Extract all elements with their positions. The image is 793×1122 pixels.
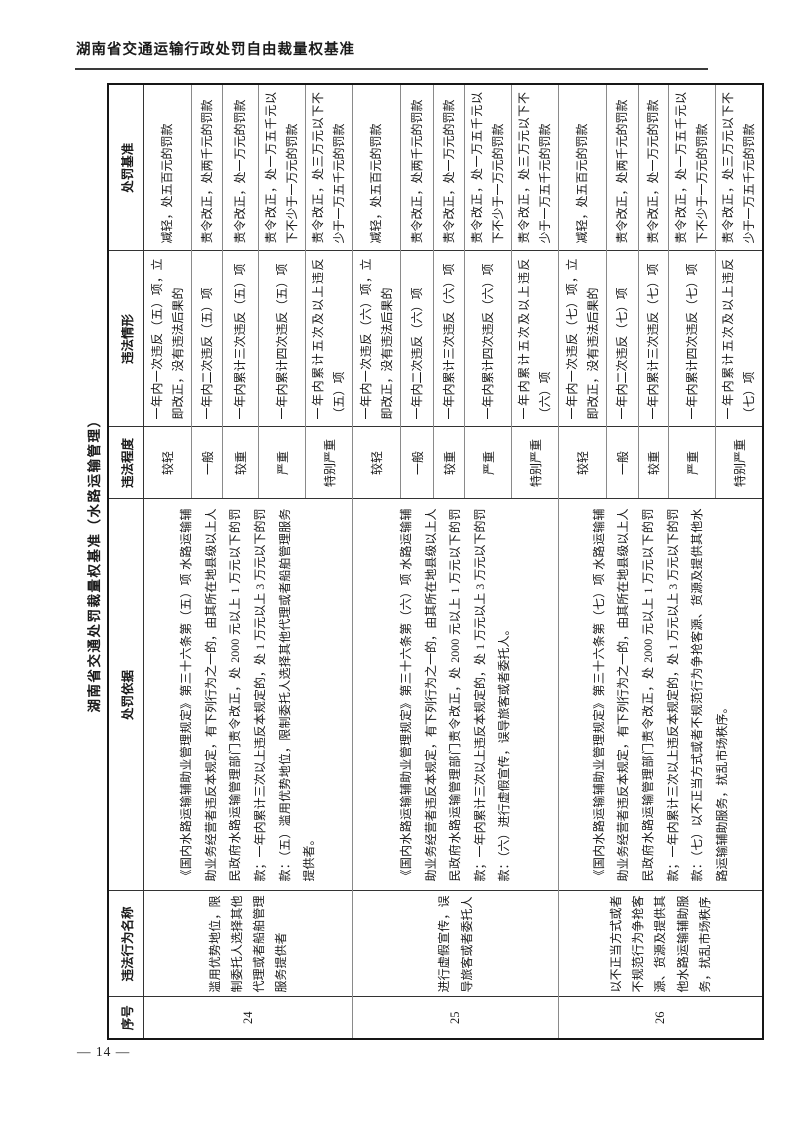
column-header-0: 序号 bbox=[108, 997, 144, 1039]
rotated-table-area: 湖南省交通处罚裁量权基准（水路运输管理） 序号 违法行为名称 处罚依据 违法程度 违法情… bbox=[85, 83, 764, 1040]
cell-violation-degree: 较轻 bbox=[558, 427, 607, 499]
cell-seq-number: 26 bbox=[558, 997, 763, 1039]
cell-violation-degree: 较重 bbox=[433, 427, 465, 499]
cell-violation-degree: 特别严重 bbox=[511, 427, 559, 499]
cell-seq-number: 25 bbox=[352, 997, 559, 1039]
cell-violation-circumstance: 一年内累计三次违反（六）项 bbox=[433, 251, 465, 427]
cell-violation-degree: 较重 bbox=[638, 427, 669, 499]
table-header-row: 序号 违法行为名称 处罚依据 违法程度 违法情形 处罚基准 bbox=[108, 84, 144, 1039]
cell-violation-circumstance: 一年内二次违反（六）项 bbox=[400, 251, 434, 427]
cell-violation-degree: 一般 bbox=[606, 427, 639, 499]
penalty-standards-table: 序号 违法行为名称 处罚依据 违法程度 违法情形 处罚基准 24 滥用优势地位，限制委托人选… bbox=[107, 83, 764, 1040]
cell-penalty-standard: 减轻，处五百元的罚款 bbox=[352, 84, 401, 251]
header-rule bbox=[75, 68, 708, 70]
cell-penalty-standard: 责令改正，处三万元以下不少于一万五千元的罚款 bbox=[305, 84, 353, 251]
cell-penalty-standard: 责令改正，处两千元的罚款 bbox=[400, 84, 434, 251]
cell-violation-degree: 严重 bbox=[258, 427, 306, 499]
cell-violation-circumstance: 一年内累计三次违反（五）项 bbox=[222, 251, 259, 427]
cell-violation-circumstance: 一年内累计四次违反（六）项 bbox=[464, 251, 512, 427]
cell-violation-circumstance: 一年内一次违反（七）项，立即改正，没有违法后果的 bbox=[558, 251, 607, 427]
cell-violation-degree: 较轻 bbox=[352, 427, 401, 499]
cell-violation-degree: 一般 bbox=[191, 427, 223, 499]
cell-penalty-standard: 责令改正，处一万元的罚款 bbox=[433, 84, 465, 251]
cell-violation-circumstance: 一年内累计五次及以上违反（七）项 bbox=[715, 251, 763, 427]
cell-penalty-standard: 责令改正，处一万五千元以下不少于一万元的罚款 bbox=[668, 84, 716, 251]
cell-penalty-standard: 责令改正，处一万五千元以下不少于一万元的罚款 bbox=[258, 84, 306, 251]
cell-violation-degree: 特别严重 bbox=[715, 427, 763, 499]
cell-penalty-standard: 责令改正，处一万五千元以下不少于一万元的罚款 bbox=[464, 84, 512, 251]
table-row: 26 以不正当方式或者不规范行为争抢客源、货源及提供其他水路运输辅助服务，扰乱市场… bbox=[558, 84, 763, 1039]
cell-violation-degree: 严重 bbox=[668, 427, 716, 499]
column-header-5: 处罚基准 bbox=[108, 84, 144, 251]
cell-penalty-standard: 责令改正，处两千元的罚款 bbox=[606, 84, 639, 251]
cell-violation-circumstance: 一年内累计五次及以上违反（六）项 bbox=[511, 251, 559, 427]
cell-violation-circumstance: 一年内一次违反（六）项，立即改正，没有违法后果的 bbox=[352, 251, 401, 427]
cell-penalty-standard: 责令改正，处两千元的罚款 bbox=[191, 84, 223, 251]
cell-violation-circumstance: 一年内累计五次及以上违反（五）项 bbox=[305, 251, 353, 427]
cell-penalty-basis: 《国内水路运输辅助业管理规定》第三十六条第（六）项 水路运输辅助业务经营者违反本… bbox=[352, 499, 559, 891]
column-header-3: 违法程度 bbox=[108, 427, 144, 499]
table-row: 24 滥用优势地位，限制委托人选择其他代理或者船舶管理服务提供者 《国内水路运输辅助… bbox=[143, 84, 353, 1039]
cell-penalty-standard: 责令改正，处三万元以下不少于一万五千元的罚款 bbox=[715, 84, 763, 251]
cell-penalty-basis: 《国内水路运输辅助业管理规定》第三十六条第（五）项 水路运输辅助业务经营者违反本… bbox=[143, 499, 353, 891]
cell-violation-name: 滥用优势地位，限制委托人选择其他代理或者船舶管理服务提供者 bbox=[143, 891, 353, 997]
cell-violation-degree: 较轻 bbox=[143, 427, 192, 499]
cell-seq-number: 24 bbox=[143, 997, 353, 1039]
cell-violation-circumstance: 一年内累计四次违反（五）项 bbox=[258, 251, 306, 427]
column-header-4: 违法情形 bbox=[108, 251, 144, 427]
cell-violation-name: 以不正当方式或者不规范行为争抢客源、货源及提供其他水路运输辅助服务，扰乱市场秩序 bbox=[558, 891, 763, 997]
cell-penalty-basis: 《国内水路运输辅助业管理规定》第三十六条第（七）项 水路运输辅助业务经营者违反本… bbox=[558, 499, 763, 891]
cell-penalty-standard: 责令改正，处三万元以下不少于一万五千元的罚款 bbox=[511, 84, 559, 251]
cell-violation-degree: 一般 bbox=[400, 427, 434, 499]
cell-penalty-standard: 减轻，处五百元的罚款 bbox=[143, 84, 192, 251]
cell-penalty-standard: 责令改正，处一万元的罚款 bbox=[638, 84, 669, 251]
table-title: 湖南省交通处罚裁量权基准（水路运输管理） bbox=[87, 412, 102, 713]
cell-violation-circumstance: 一年内累计三次违反（七）项 bbox=[638, 251, 669, 427]
cell-violation-degree: 特别严重 bbox=[305, 427, 353, 499]
cell-violation-circumstance: 一年内二次违反（五）项 bbox=[191, 251, 223, 427]
page-number: — 14 — bbox=[77, 1044, 131, 1059]
column-header-2: 处罚依据 bbox=[108, 499, 144, 891]
cell-violation-degree: 严重 bbox=[464, 427, 512, 499]
cell-violation-circumstance: 一年内一次违反（五）项，立即改正，没有违法后果的 bbox=[143, 251, 192, 427]
cell-penalty-standard: 减轻，处五百元的罚款 bbox=[558, 84, 607, 251]
cell-violation-circumstance: 一年内累计四次违反（七）项 bbox=[668, 251, 716, 427]
cell-violation-circumstance: 一年内二次违反（七）项 bbox=[606, 251, 639, 427]
column-header-1: 违法行为名称 bbox=[108, 891, 144, 997]
cell-violation-degree: 较重 bbox=[222, 427, 259, 499]
cell-penalty-standard: 责令改正，处一万元的罚款 bbox=[222, 84, 259, 251]
page-header-title: 湖南省交通运输行政处罚自由裁量权基准 bbox=[76, 42, 355, 58]
cell-violation-name: 进行虚假宣传，误导旅客或者委托人 bbox=[352, 891, 559, 997]
table-row: 25 进行虚假宣传，误导旅客或者委托人 《国内水路运输辅助业管理规定》第三十六条第（… bbox=[352, 84, 559, 1039]
